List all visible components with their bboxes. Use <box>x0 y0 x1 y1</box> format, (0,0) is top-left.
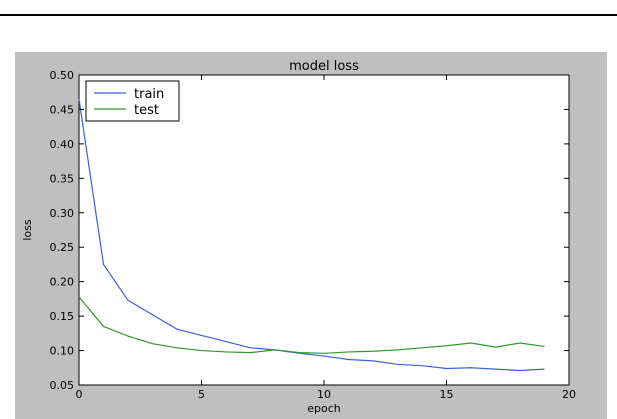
series-line-test <box>78 296 545 354</box>
y-tick-label: 0.40 <box>50 138 75 151</box>
x-tick-label: 0 <box>76 388 83 401</box>
x-axis-label: epoch <box>307 402 341 415</box>
legend-box <box>85 80 180 122</box>
ticks-group: 0 5 10 15 20 0.05 0.10 0.15 0.20 0.25 0.30 0.35 0.40… <box>50 69 577 401</box>
series-group <box>78 99 545 372</box>
y-tick-label: 0.10 <box>50 345 75 358</box>
top-divider <box>0 14 617 16</box>
x-tick-label: 20 <box>562 388 576 401</box>
plot-area <box>78 74 570 386</box>
legend: train test <box>85 80 180 122</box>
x-tick-label: 15 <box>440 388 454 401</box>
y-tick-label: 0.30 <box>50 207 75 220</box>
legend-label-test: test <box>134 103 159 118</box>
x-tick-label: 5 <box>198 388 205 401</box>
chart-title: model loss <box>289 59 359 74</box>
y-axis-label: loss <box>21 219 34 241</box>
y-tick-label: 0.45 <box>50 103 75 116</box>
x-tick-label: 10 <box>317 388 331 401</box>
y-tick-label: 0.50 <box>50 69 75 82</box>
y-tick-label: 0.25 <box>50 241 75 254</box>
y-tick-label: 0.20 <box>50 276 75 289</box>
loss-chart: 0 5 10 15 20 0.05 0.10 0.15 0.20 0.25 0.30 0.35 0.40… <box>21 59 577 415</box>
y-tick-label: 0.05 <box>50 379 75 392</box>
legend-label-train: train <box>134 87 164 102</box>
series-line-train <box>78 99 545 372</box>
figure-frame: 0 5 10 15 20 0.05 0.10 0.15 0.20 0.25 0.30 0.35 0.40… <box>15 52 607 419</box>
y-tick-label: 0.35 <box>50 172 75 185</box>
y-tick-label: 0.15 <box>50 310 75 323</box>
